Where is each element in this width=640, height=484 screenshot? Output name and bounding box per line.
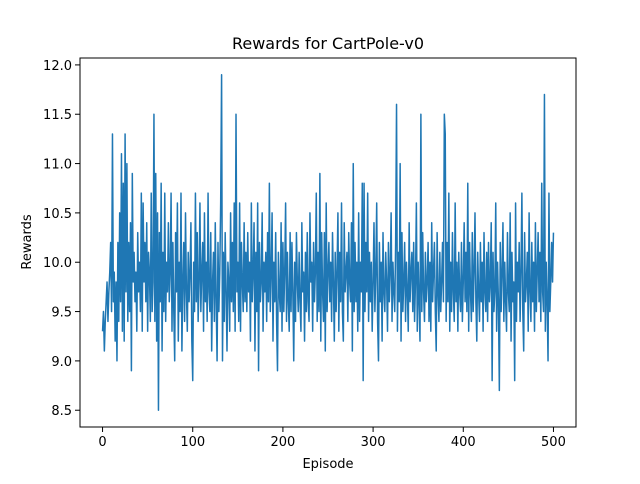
x-tick-label: 500 xyxy=(541,435,566,450)
y-tick-label: 12.0 xyxy=(43,59,72,74)
chart-title: Rewards for CartPole-v0 xyxy=(232,34,424,53)
x-tick-label: 100 xyxy=(180,435,205,450)
x-tick-label: 0 xyxy=(98,435,106,450)
x-axis-label: Episode xyxy=(302,457,353,472)
x-tick-label: 300 xyxy=(361,435,386,450)
y-tick-label: 10.0 xyxy=(43,256,72,271)
x-tick-label: 400 xyxy=(451,435,476,450)
y-tick-label: 9.0 xyxy=(51,355,72,370)
y-tick-label: 9.5 xyxy=(51,306,72,321)
y-tick-label: 8.5 xyxy=(51,404,72,419)
y-tick-label: 11.0 xyxy=(43,158,72,173)
y-tick-label: 10.5 xyxy=(43,207,72,222)
y-tick-label: 11.5 xyxy=(43,108,72,123)
x-tick-label: 200 xyxy=(270,435,295,450)
y-axis-label: Rewards xyxy=(20,214,35,269)
plot-frame xyxy=(79,57,577,428)
data-line xyxy=(101,74,555,411)
